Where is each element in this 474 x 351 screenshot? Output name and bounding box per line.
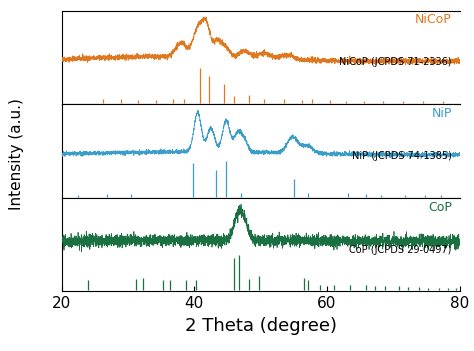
Text: NiP: NiP [431,107,452,120]
Text: CoP (JCPDS 29-0497): CoP (JCPDS 29-0497) [349,245,452,254]
Text: NiCoP (JCPDS 71-2336): NiCoP (JCPDS 71-2336) [339,57,452,67]
Text: CoP: CoP [428,200,452,213]
X-axis label: 2 Theta (degree): 2 Theta (degree) [185,317,337,335]
Text: Intensity (a.u.): Intensity (a.u.) [9,99,24,210]
Text: NiP (JCPDS 74-1385): NiP (JCPDS 74-1385) [352,151,452,161]
Text: NiCoP: NiCoP [415,13,452,26]
